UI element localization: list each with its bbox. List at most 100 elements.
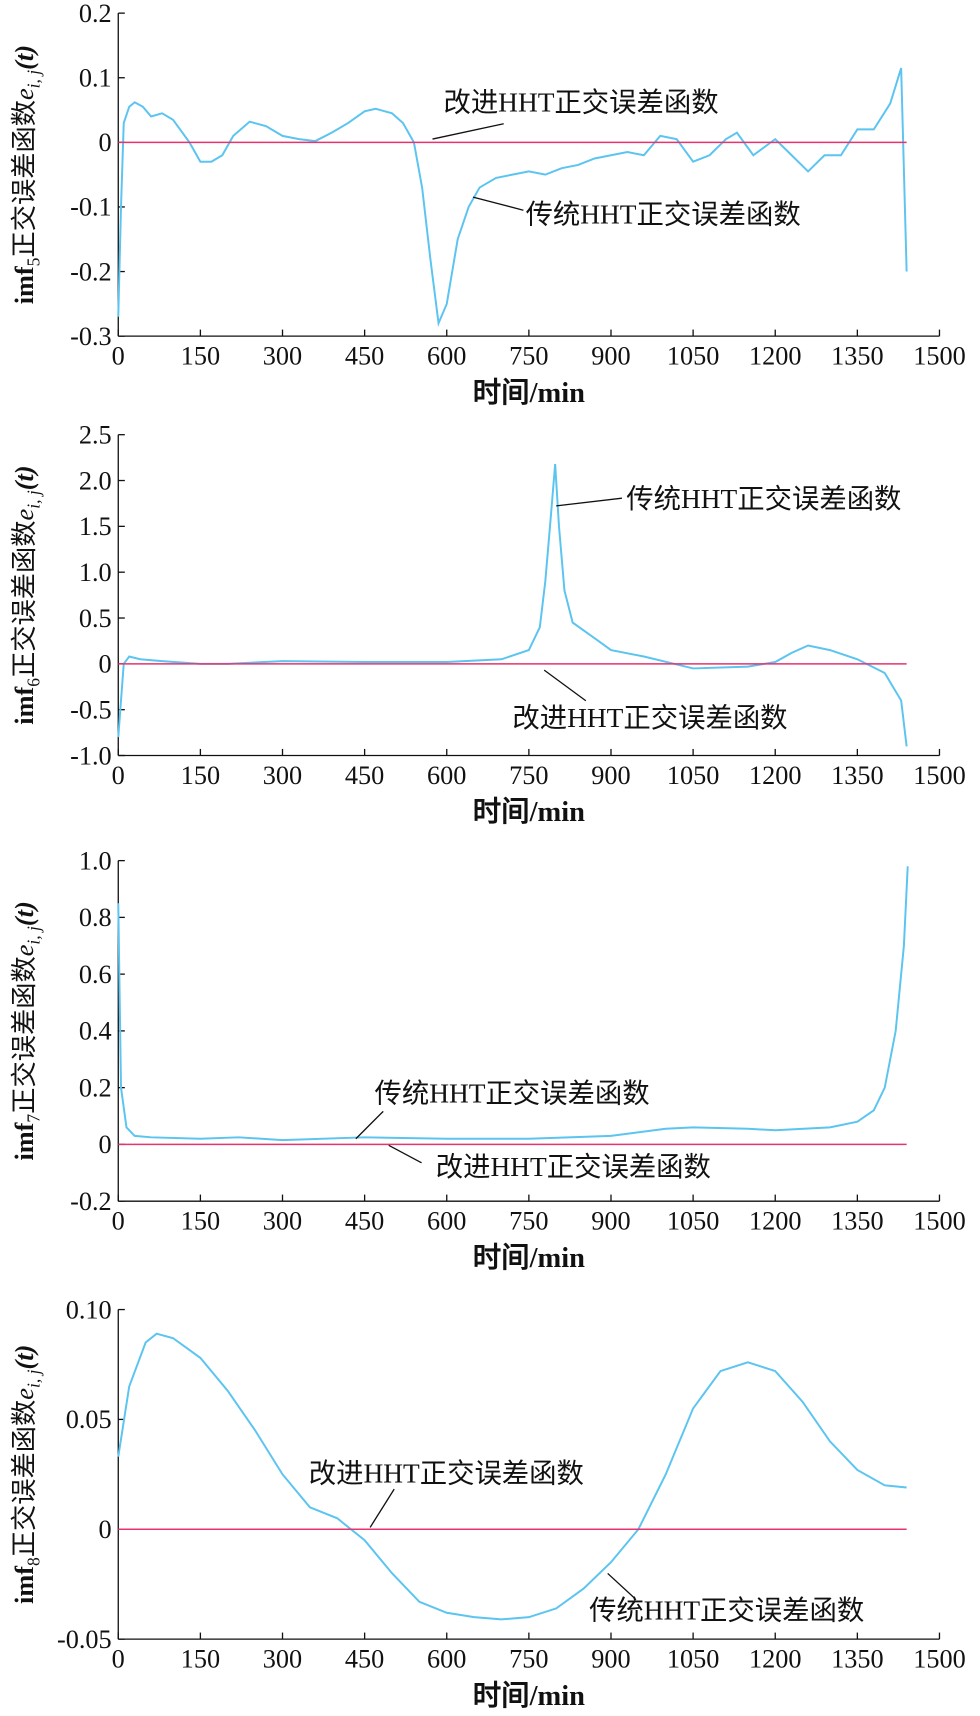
y-tick-label: 0 [99, 650, 112, 679]
x-tick-label: 450 [345, 342, 384, 371]
y-tick-label: 0.8 [79, 903, 112, 932]
x-tick-label: 900 [591, 1207, 630, 1236]
x-axis-label: 时间/min [473, 796, 585, 828]
y-label-part: i, j [23, 1369, 43, 1388]
x-tick-label: 900 [591, 761, 630, 790]
x-tick-label: 0 [112, 1207, 125, 1236]
annotation: 改进HHT正交误差函数 [443, 88, 718, 118]
y-tick-label: 0.4 [79, 1017, 112, 1046]
y-tick-label: 1.5 [79, 512, 112, 541]
data-line [117, 67, 908, 327]
y-label-part: (t) [10, 45, 39, 70]
x-tick-label: 1200 [749, 342, 802, 371]
y-label-part: imf [10, 266, 39, 304]
y-label-part: (t) [10, 901, 39, 926]
y-tick-label: 2.0 [79, 466, 112, 495]
y-tick-label: -0.5 [70, 695, 112, 724]
y-label-part: imf [10, 1122, 39, 1160]
x-tick-label: 1500 [913, 1645, 966, 1674]
y-tick-label: -0.05 [57, 1625, 112, 1654]
y-label-part: 7 [23, 1114, 43, 1123]
y-tick-label: 0.5 [79, 604, 112, 633]
annotation-arrow [432, 123, 504, 140]
x-tick-label: 150 [181, 1645, 220, 1674]
x-tick-label: 1050 [667, 342, 720, 371]
x-tick-label: 600 [427, 761, 466, 790]
x-tick-label: 1350 [831, 342, 884, 371]
y-label-part: imf [10, 1566, 39, 1604]
x-axis-label: 时间/min [473, 377, 585, 409]
x-axis-label: 时间/min [473, 1242, 585, 1274]
y-tick-label: 0.2 [79, 0, 112, 28]
y-label-part: (t) [10, 1345, 39, 1370]
y-tick-label: -0.3 [70, 322, 112, 351]
y-label-part: 5 [23, 257, 43, 266]
y-label-part: imf [10, 687, 39, 725]
annotation: 改进HHT正交误差函数 [309, 1459, 584, 1489]
x-tick-label: 300 [263, 761, 302, 790]
x-tick-label: 1050 [667, 1207, 720, 1236]
y-axis-label: imf5正交误差函数ei, j(t) [10, 45, 44, 304]
y-label-part: 正交误差函数 [10, 100, 39, 258]
y-tick-label: 1.0 [79, 558, 112, 587]
y-tick-label: 0 [99, 1515, 112, 1544]
y-tick-label: 2.5 [79, 420, 112, 449]
y-tick-label: -1.0 [70, 741, 112, 770]
x-tick-label: 300 [263, 342, 302, 371]
y-label-part: e [10, 944, 39, 956]
y-label-part: 6 [23, 678, 43, 687]
y-tick-label: 0.6 [79, 960, 112, 989]
annotation: 改进HHT正交误差函数 [436, 1152, 711, 1182]
x-tick-label: 750 [509, 342, 548, 371]
x-tick-label: 1050 [667, 1645, 720, 1674]
annotation-arrow [369, 1488, 395, 1528]
annotation: 改进HHT正交误差函数 [512, 703, 787, 733]
x-tick-label: 900 [591, 342, 630, 371]
annotation-arrow [543, 669, 587, 702]
x-tick-label: 1200 [749, 1645, 802, 1674]
x-tick-label: 1200 [749, 761, 802, 790]
x-tick-label: 600 [427, 1645, 466, 1674]
annotation-arrow [472, 196, 524, 211]
y-label-part: e [10, 508, 39, 520]
y-tick-label: -0.1 [70, 193, 112, 222]
y-label-part: i, j [23, 490, 43, 509]
x-tick-label: 300 [263, 1645, 302, 1674]
x-tick-label: 900 [591, 1645, 630, 1674]
y-tick-label: 0.2 [79, 1073, 112, 1102]
y-axis-label: imf7正交误差函数ei, j(t) [10, 901, 44, 1160]
x-tick-label: 150 [181, 761, 220, 790]
y-tick-label: 0.1 [79, 64, 112, 93]
annotation-arrow [607, 1572, 636, 1600]
x-tick-label: 750 [509, 1645, 548, 1674]
x-tick-label: 600 [427, 1207, 466, 1236]
x-tick-label: 1500 [913, 342, 966, 371]
annotation: 传统HHT正交误差函数 [526, 199, 801, 229]
y-tick-label: 0.05 [66, 1405, 112, 1434]
y-label-part: e [10, 1388, 39, 1400]
annotation-arrow [388, 1144, 422, 1164]
y-label-part: 正交误差函数 [10, 1400, 39, 1558]
annotation: 传统HHT正交误差函数 [589, 1595, 864, 1625]
x-tick-label: 0 [112, 342, 125, 371]
x-tick-label: 150 [181, 1207, 220, 1236]
x-tick-label: 0 [112, 761, 125, 790]
x-tick-label: 450 [345, 1207, 384, 1236]
x-tick-label: 150 [181, 342, 220, 371]
annotation: 传统HHT正交误差函数 [626, 484, 901, 514]
y-tick-label: 0 [99, 128, 112, 157]
x-tick-label: 1500 [913, 761, 966, 790]
annotation: 传统HHT正交误差函数 [374, 1079, 649, 1109]
y-tick-label: -0.2 [70, 1187, 112, 1216]
annotation-arrow [556, 497, 623, 507]
x-tick-label: 750 [509, 761, 548, 790]
x-tick-label: 600 [427, 342, 466, 371]
x-tick-label: 1050 [667, 761, 720, 790]
x-tick-label: 750 [509, 1207, 548, 1236]
x-tick-label: 0 [112, 1645, 125, 1674]
y-label-part: 8 [23, 1557, 43, 1566]
y-tick-label: -0.2 [70, 257, 112, 286]
x-tick-label: 300 [263, 1207, 302, 1236]
y-label-part: i, j [23, 70, 43, 89]
